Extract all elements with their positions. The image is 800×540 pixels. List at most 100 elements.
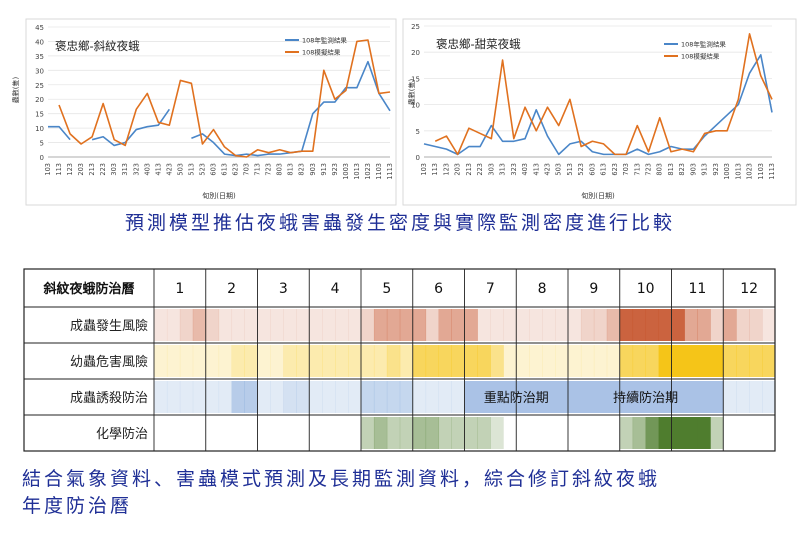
risk-cell xyxy=(373,345,388,377)
risk-cell xyxy=(179,345,194,377)
risk-cell xyxy=(464,417,478,449)
risk-cell xyxy=(244,309,258,341)
y-tick-label: 25 xyxy=(411,23,420,31)
risk-cell xyxy=(710,417,724,449)
risk-cell xyxy=(762,381,776,413)
risk-cell xyxy=(309,309,323,341)
x-tick-label: 113 xyxy=(431,163,439,176)
risk-cell xyxy=(658,309,672,341)
risk-cell xyxy=(749,381,763,413)
x-tick-label: 603 xyxy=(209,163,217,176)
risk-cell xyxy=(736,309,750,341)
y-tick-label: 5 xyxy=(416,128,420,136)
risk-cell xyxy=(464,309,478,341)
risk-cell xyxy=(154,309,168,341)
risk-cell xyxy=(451,417,465,449)
x-tick-label: 613 xyxy=(221,163,229,176)
risk-cell xyxy=(490,345,504,377)
risk-cell xyxy=(166,309,181,341)
risk-cell xyxy=(399,309,414,341)
x-tick-label: 603 xyxy=(588,163,596,176)
x-tick-label: 313 xyxy=(499,163,507,176)
x-axis-label: 旬別(日期) xyxy=(202,191,236,200)
risk-cell xyxy=(399,345,414,377)
risk-cell xyxy=(593,309,608,341)
risk-cell xyxy=(580,345,595,377)
risk-cell xyxy=(425,381,440,413)
risk-cell xyxy=(244,345,258,377)
risk-cell xyxy=(516,381,530,413)
x-tick-label: 523 xyxy=(577,163,585,176)
risk-cell xyxy=(270,309,284,341)
risk-cell xyxy=(710,345,724,377)
control-period-band xyxy=(464,381,568,413)
legend-label: 108模擬結果 xyxy=(302,48,341,57)
risk-cell xyxy=(386,309,401,341)
risk-cell xyxy=(684,381,698,413)
risk-cell xyxy=(399,381,414,413)
x-tick-label: 203 xyxy=(454,163,462,176)
risk-cell xyxy=(438,381,452,413)
control-period-band xyxy=(568,381,724,413)
risk-cell xyxy=(568,345,582,377)
chart-title: 褒忠鄉-斜紋夜蛾 xyxy=(55,39,140,53)
x-tick-label: 803 xyxy=(656,163,664,176)
month-header: 7 xyxy=(486,281,495,297)
x-tick-label: 513 xyxy=(187,163,195,176)
x-tick-label: 413 xyxy=(154,163,162,176)
risk-cell xyxy=(386,381,401,413)
x-tick-label: 623 xyxy=(232,163,240,176)
risk-cell xyxy=(296,345,310,377)
risk-cell xyxy=(645,309,659,341)
risk-cell xyxy=(490,381,504,413)
y-tick-label: 20 xyxy=(411,49,420,57)
x-tick-label: 323 xyxy=(132,163,140,176)
risk-cell xyxy=(580,309,595,341)
risk-cell xyxy=(529,309,543,341)
risk-cell xyxy=(309,345,323,377)
risk-cell xyxy=(438,309,452,341)
risk-cell xyxy=(257,381,271,413)
risk-cell xyxy=(697,417,711,449)
risk-cell xyxy=(671,309,685,341)
x-tick-label: 413 xyxy=(532,163,540,176)
x-tick-label: 903 xyxy=(309,163,317,176)
risk-cell xyxy=(179,381,194,413)
risk-cell xyxy=(348,345,362,377)
x-tick-label: 523 xyxy=(198,163,206,176)
x-tick-label: 503 xyxy=(176,163,184,176)
comparison-heading: 預測模型推估夜蛾害蟲發生密度與實際監測密度進行比較 xyxy=(124,212,675,234)
series-line-monitoring xyxy=(48,125,71,141)
risk-cell xyxy=(593,381,608,413)
x-tick-label: 303 xyxy=(487,163,495,176)
risk-cell xyxy=(619,381,634,413)
x-tick-label: 303 xyxy=(110,163,118,176)
risk-cell xyxy=(606,309,621,341)
risk-cell xyxy=(322,345,336,377)
risk-cell xyxy=(335,345,349,377)
risk-cell xyxy=(697,309,711,341)
risk-cell xyxy=(438,345,452,377)
x-tick-label: 1103 xyxy=(757,163,765,180)
summary-heading-line1: 結合氣象資料、害蟲模式預測及長期監測資料，綜合修訂斜紋夜蛾 xyxy=(22,468,661,490)
risk-cell xyxy=(723,309,737,341)
risk-cell xyxy=(218,381,233,413)
table-title: 斜紋夜蛾防治曆 xyxy=(42,281,134,297)
y-tick-label: 35 xyxy=(35,53,44,61)
x-tick-label: 203 xyxy=(77,163,85,176)
risk-cell xyxy=(516,309,530,341)
risk-cell xyxy=(166,345,181,377)
table-border xyxy=(23,268,776,452)
series-line-simulation xyxy=(434,33,773,156)
x-tick-label: 813 xyxy=(667,163,675,176)
month-header: 3 xyxy=(279,281,288,297)
risk-cell xyxy=(606,381,621,413)
risk-cell xyxy=(503,345,517,377)
risk-cell xyxy=(451,309,465,341)
x-tick-label: 613 xyxy=(600,163,608,176)
risk-cell xyxy=(723,381,737,413)
x-tick-label: 1113 xyxy=(768,163,776,180)
x-tick-label: 803 xyxy=(276,163,284,176)
risk-cell xyxy=(244,381,258,413)
risk-cell xyxy=(593,345,608,377)
